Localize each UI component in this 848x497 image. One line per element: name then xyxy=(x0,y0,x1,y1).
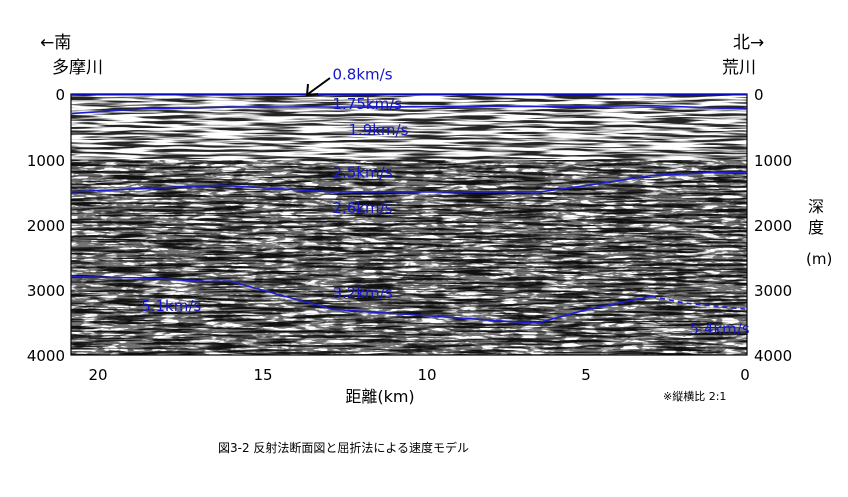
velocity-label-1-75: 1.75km/s xyxy=(333,95,403,113)
boundary-line-deep-dashed xyxy=(651,295,747,311)
velocity-label-5-4: 5.4km/s xyxy=(690,320,750,338)
seismic-section xyxy=(71,94,747,355)
right-tick-1000: 1000 xyxy=(754,152,792,170)
right-tick-4000: 4000 xyxy=(754,347,792,365)
x-tick-15: 15 xyxy=(253,366,272,384)
velocity-label-5-1: 5.1km/s xyxy=(141,297,201,315)
left-tick-3000: 3000 xyxy=(27,282,65,300)
x-tick-20: 20 xyxy=(88,366,107,384)
depth-axis-char-2: 度 xyxy=(808,218,824,237)
left-tick-4000: 4000 xyxy=(27,347,65,365)
distance-axis-title: 距離(km) xyxy=(345,387,414,406)
right-depth-axis: 0 1000 2000 3000 4000 xyxy=(754,86,792,365)
arrow-down-left-icon xyxy=(305,77,331,97)
velocity-label-0-8: 0.8km/s xyxy=(333,65,393,83)
velocity-labels: 0.8km/s 1.75km/s 1.9km/s 2.5km/s 2.6km/s… xyxy=(141,65,750,338)
velocity-boundaries xyxy=(71,94,747,324)
left-tick-2000: 2000 xyxy=(27,217,65,235)
boundary-line-shallow xyxy=(71,104,747,115)
right-tick-3000: 3000 xyxy=(754,282,792,300)
x-tick-0: 0 xyxy=(740,366,750,384)
depth-axis-char-1: 深 xyxy=(808,197,824,216)
right-tick-0: 0 xyxy=(754,86,764,104)
velocity-label-1-9: 1.9km/s xyxy=(348,121,408,139)
depth-axis-unit: (m) xyxy=(806,250,832,268)
south-place-label: 多摩川 xyxy=(52,58,103,78)
aspect-ratio-note: ※縦横比 2:1 xyxy=(663,389,726,403)
left-tick-0: 0 xyxy=(55,86,65,104)
north-place-label: 荒川 xyxy=(722,58,756,78)
velocity-label-2-6: 2.6km/s xyxy=(333,199,393,217)
x-tick-10: 10 xyxy=(417,366,436,384)
left-depth-axis: 0 1000 2000 3000 4000 xyxy=(27,86,65,365)
velocity-label-2-5: 2.5km/s xyxy=(333,163,393,181)
right-tick-2000: 2000 xyxy=(754,217,792,235)
velocity-label-3-2: 3.2km/s xyxy=(333,284,393,302)
x-tick-5: 5 xyxy=(581,366,591,384)
boundary-line-middle xyxy=(71,171,747,193)
distance-axis: 20 15 10 5 0 xyxy=(88,366,749,384)
boundary-line-deep xyxy=(71,275,652,324)
left-tick-1000: 1000 xyxy=(27,152,65,170)
south-direction-label: ←南 xyxy=(40,33,71,53)
figure-caption: 図3-2 反射法断面図と屈折法による速度モデル xyxy=(218,440,469,455)
north-direction-label: 北→ xyxy=(733,33,764,53)
